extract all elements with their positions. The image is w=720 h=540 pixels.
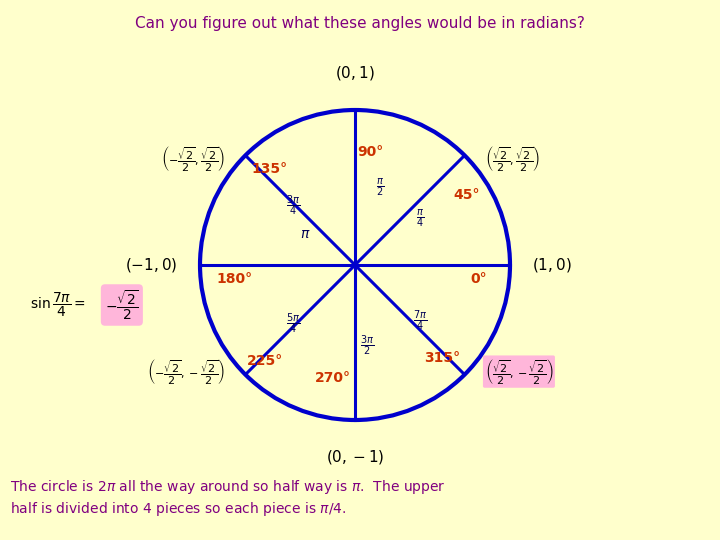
- Text: Can you figure out what these angles would be in radians?: Can you figure out what these angles wou…: [135, 16, 585, 31]
- Text: $\frac{\pi}{4}$: $\frac{\pi}{4}$: [416, 207, 424, 230]
- Text: $\frac{3\pi}{4}$: $\frac{3\pi}{4}$: [286, 194, 300, 218]
- Text: $\frac{7\pi}{4}$: $\frac{7\pi}{4}$: [413, 309, 427, 333]
- Text: $\frac{3\pi}{2}$: $\frac{3\pi}{2}$: [360, 333, 374, 358]
- Text: 315°: 315°: [424, 351, 460, 365]
- Text: $\frac{5\pi}{4}$: $\frac{5\pi}{4}$: [286, 312, 300, 336]
- Text: half is divided into 4 pieces so each piece is $\pi$/4.: half is divided into 4 pieces so each pi…: [10, 500, 346, 518]
- Text: $(1,0)$: $(1,0)$: [532, 256, 572, 274]
- Text: 180°: 180°: [216, 272, 252, 286]
- Text: $-\dfrac{\sqrt{2}}{2}$: $-\dfrac{\sqrt{2}}{2}$: [105, 288, 139, 322]
- Text: $(0,1)$: $(0,1)$: [335, 64, 375, 82]
- Text: $\left(-\dfrac{\sqrt{2}}{2},-\dfrac{\sqrt{2}}{2}\right)$: $\left(-\dfrac{\sqrt{2}}{2},-\dfrac{\sqr…: [148, 357, 225, 386]
- Text: 270°: 270°: [315, 371, 351, 385]
- Text: $\sin\dfrac{7\pi}{4}=$: $\sin\dfrac{7\pi}{4}=$: [30, 291, 86, 319]
- Text: $(-1,0)$: $(-1,0)$: [125, 256, 178, 274]
- Text: $\left(\dfrac{\sqrt{2}}{2},-\dfrac{\sqrt{2}}{2}\right)$: $\left(\dfrac{\sqrt{2}}{2},-\dfrac{\sqrt…: [485, 357, 553, 386]
- Text: 0°: 0°: [471, 272, 487, 286]
- Text: 135°: 135°: [252, 162, 288, 176]
- Text: $\pi$: $\pi$: [300, 227, 310, 241]
- Text: 90°: 90°: [357, 145, 384, 159]
- Text: $\left(-\dfrac{\sqrt{2}}{2},\dfrac{\sqrt{2}}{2}\right)$: $\left(-\dfrac{\sqrt{2}}{2},\dfrac{\sqrt…: [161, 144, 225, 173]
- Text: $(0,-1)$: $(0,-1)$: [325, 448, 384, 466]
- Text: 225°: 225°: [247, 354, 283, 368]
- Text: $\frac{\pi}{2}$: $\frac{\pi}{2}$: [376, 177, 384, 198]
- Text: The circle is $2\pi$ all the way around so half way is $\pi$.  The upper: The circle is $2\pi$ all the way around …: [10, 478, 446, 496]
- Text: $\left(\dfrac{\sqrt{2}}{2},\dfrac{\sqrt{2}}{2}\right)$: $\left(\dfrac{\sqrt{2}}{2},\dfrac{\sqrt{…: [485, 144, 539, 173]
- Text: 45°: 45°: [454, 188, 480, 202]
